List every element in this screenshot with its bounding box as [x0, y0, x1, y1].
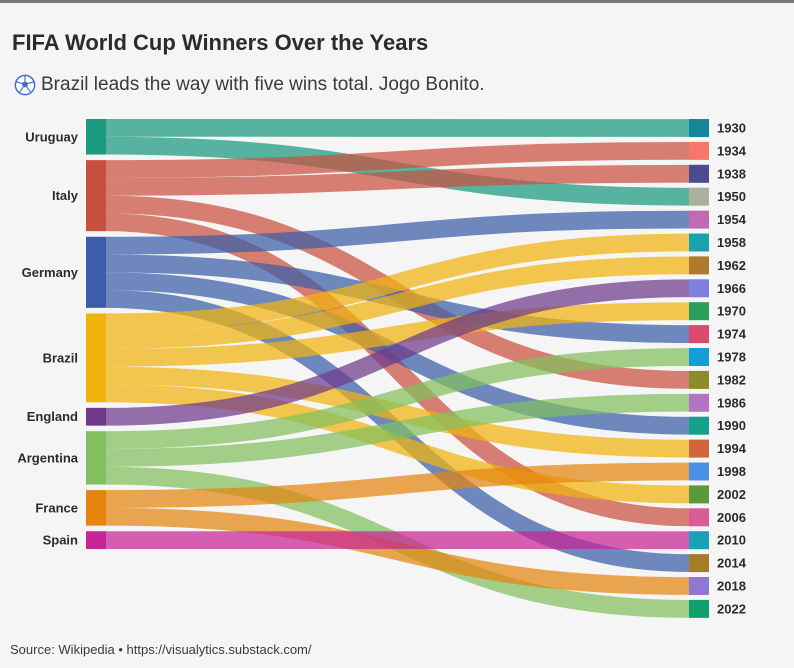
node-uruguay [86, 119, 106, 155]
link-uruguay-1950 [105, 136, 690, 206]
label-brazil: Brazil [43, 350, 78, 365]
link-italy-1934 [105, 142, 690, 178]
node-2002 [689, 485, 709, 504]
label-2018: 2018 [717, 579, 746, 594]
label-1986: 1986 [717, 395, 746, 410]
label-2014: 2014 [717, 556, 747, 571]
node-1954 [689, 210, 709, 229]
top-border [0, 0, 794, 3]
label-1938: 1938 [717, 166, 746, 181]
sankey-labels: Uruguay Italy Germany Brazil England Argentin… [17, 121, 746, 617]
node-1966 [689, 279, 709, 298]
label-1966: 1966 [717, 281, 746, 296]
label-1934: 1934 [717, 143, 747, 158]
link-france-1998 [105, 462, 690, 508]
chart-subtitle: Brazil leads the way with five wins tota… [14, 74, 485, 96]
link-argentina-1978 [105, 348, 690, 449]
node-argentina [86, 431, 106, 485]
sankey-nodes [86, 119, 709, 618]
node-1990 [689, 416, 709, 435]
node-1994 [689, 439, 709, 458]
label-1994: 1994 [717, 441, 747, 456]
label-england: England [27, 409, 78, 424]
label-1962: 1962 [717, 258, 746, 273]
node-1982 [689, 370, 709, 389]
node-1986 [689, 393, 709, 412]
label-2022: 2022 [717, 601, 746, 616]
subtitle-text: Brazil leads the way with five wins tota… [41, 74, 485, 95]
node-1998 [689, 462, 709, 481]
label-1954: 1954 [717, 212, 747, 227]
node-1974 [689, 325, 709, 344]
label-argentina: Argentina [17, 450, 78, 465]
link-brazil-1958 [105, 233, 690, 332]
chart-title: FIFA World Cup Winners Over the Years [12, 30, 429, 55]
link-france-2018 [105, 507, 690, 595]
sankey-links [105, 119, 690, 618]
node-1938 [689, 164, 709, 183]
label-2010: 2010 [717, 533, 746, 548]
node-2014 [689, 554, 709, 573]
node-2010 [689, 531, 709, 550]
label-uruguay: Uruguay [25, 129, 79, 144]
node-2018 [689, 577, 709, 595]
label-spain: Spain [43, 533, 78, 548]
node-brazil [86, 313, 106, 403]
node-spain [86, 531, 106, 549]
node-germany [86, 236, 106, 308]
label-1978: 1978 [717, 350, 746, 365]
link-brazil-1962 [105, 256, 690, 349]
node-1958 [689, 233, 709, 252]
label-1958: 1958 [717, 235, 746, 250]
node-1934 [689, 141, 709, 160]
soccer-ball-icon [14, 74, 36, 96]
source-note: Source: Wikipedia • https://visualytics.… [10, 642, 312, 657]
label-italy: Italy [52, 188, 79, 203]
label-1998: 1998 [717, 464, 746, 479]
node-1978 [689, 348, 709, 366]
node-2006 [689, 508, 709, 527]
label-france: France [35, 500, 78, 515]
label-1982: 1982 [717, 372, 746, 387]
node-1962 [689, 256, 709, 275]
link-brazil-2002 [105, 384, 690, 504]
label-1974: 1974 [717, 327, 747, 342]
label-2002: 2002 [717, 487, 746, 502]
link-argentina-1986 [105, 393, 690, 467]
node-1950 [689, 187, 709, 206]
node-1930 [689, 119, 709, 137]
label-2006: 2006 [717, 510, 746, 525]
label-1930: 1930 [717, 121, 746, 136]
label-germany: Germany [22, 265, 79, 280]
node-2022 [689, 599, 709, 618]
label-1950: 1950 [717, 189, 746, 204]
link-england-1966 [105, 279, 690, 426]
node-italy [86, 160, 106, 232]
link-brazil-1994 [105, 366, 690, 458]
node-france [86, 490, 106, 526]
link-germany-1954 [105, 210, 690, 255]
label-1990: 1990 [717, 418, 746, 433]
link-brazil-1970 [105, 302, 690, 367]
node-england [86, 407, 106, 426]
node-1970 [689, 302, 709, 321]
label-1970: 1970 [717, 304, 746, 319]
link-italy-1938 [105, 164, 690, 196]
